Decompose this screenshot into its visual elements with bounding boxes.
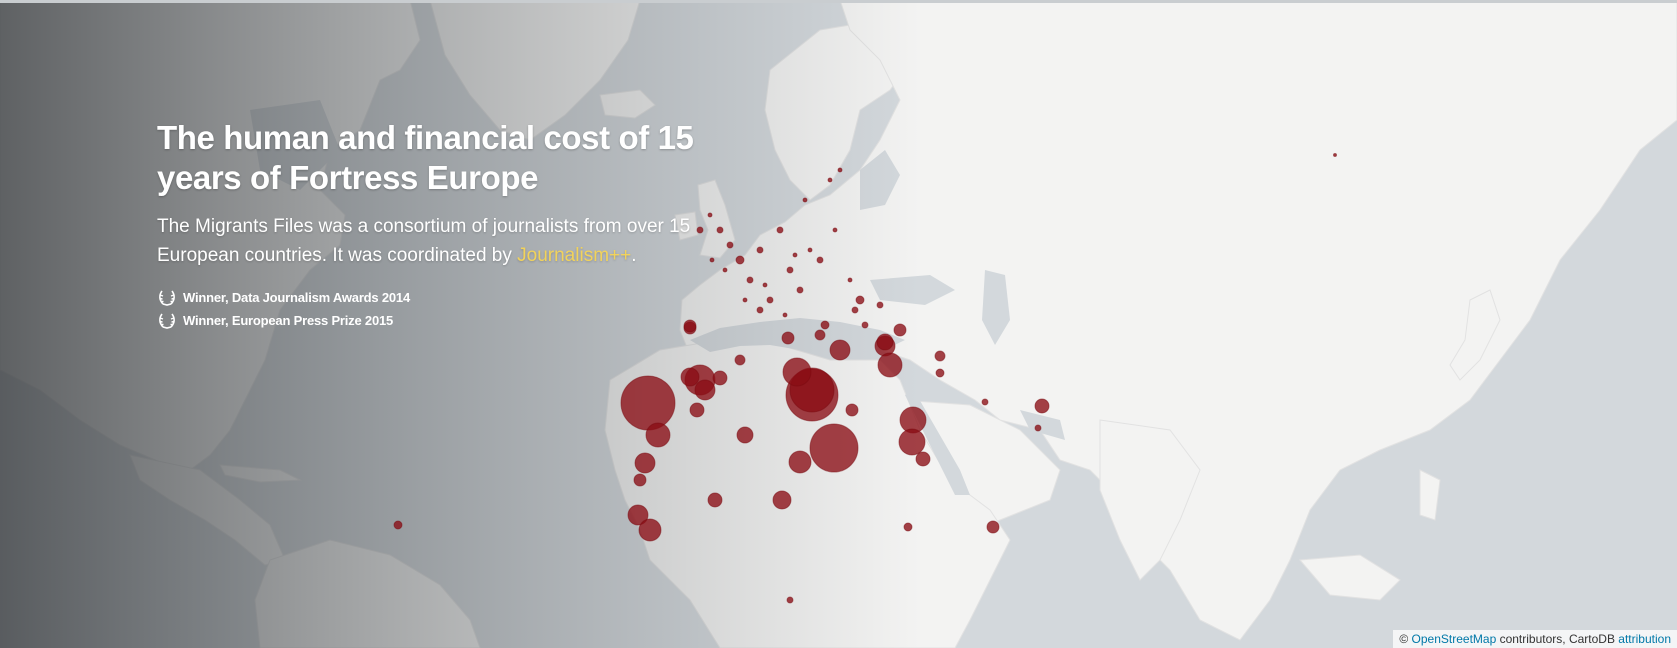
land-india [1099,419,1201,581]
incident-marker [696,226,704,234]
incident-marker [832,227,838,233]
incident-marker [680,367,700,387]
land-sea-islands [1298,554,1401,601]
incident-markers [393,153,1337,604]
attribution-middle: contributors, CartoDB [1496,632,1619,646]
incident-marker [766,296,774,304]
incident-marker [781,331,795,345]
map-attribution: © OpenStreetMap contributors, CartoDB at… [1393,630,1677,648]
incident-marker [694,379,716,401]
incident-marker [683,319,697,333]
laurel-icon [159,313,175,329]
incident-marker [851,306,859,314]
intro-panel: The human and financial cost of 15 years… [157,118,717,332]
incident-marker [786,266,794,274]
incident-marker [1034,424,1042,432]
incident-marker [726,241,734,249]
incident-marker [837,167,843,173]
incident-marker [736,426,754,444]
incident-marker [814,329,826,341]
incident-marker [633,473,647,487]
incident-marker [782,357,812,387]
top-border [0,0,1677,3]
incident-marker [707,492,723,508]
incident-marker [876,333,894,351]
award-item: Winner, Data Journalism Awards 2014 [157,286,717,309]
award-item: Winner, European Press Prize 2015 [157,309,717,332]
incident-marker [986,520,1000,534]
incident-marker [855,295,865,305]
laurel-icon [159,290,175,306]
incident-marker [1333,153,1337,157]
intro-subtitle: The Migrants Files was a consortium of j… [157,212,717,270]
incident-marker [782,312,788,318]
incident-marker [876,301,884,309]
incident-marker [786,596,794,604]
attribution-link[interactable]: attribution [1618,632,1671,646]
incident-marker [788,450,812,474]
incident-marker [776,226,784,234]
incident-marker [735,255,745,265]
sea-persian-gulf [1020,410,1065,440]
incident-marker [772,490,792,510]
incident-marker [829,339,851,361]
incident-marker [756,306,764,314]
incident-marker [709,257,715,263]
incident-marker [934,350,946,362]
incident-marker [1034,398,1050,414]
incident-marker [903,522,913,532]
incident-marker [638,518,662,542]
land-philippines [1419,469,1441,521]
incident-marker [898,428,926,456]
incident-marker [722,267,728,273]
incident-marker [802,197,808,203]
incident-marker [809,423,859,473]
incident-marker [620,375,676,431]
award-label: Winner, European Press Prize 2015 [183,313,394,328]
incident-marker [707,212,713,218]
incident-marker [393,520,403,530]
incident-marker [796,286,804,294]
incident-marker [734,354,746,366]
incident-marker [861,321,869,329]
attribution-prefix: © [1399,632,1412,646]
awards-list: Winner, Data Journalism Awards 2014 Winn… [157,286,717,332]
left-shade-overlay [0,0,920,648]
incident-marker [634,452,656,474]
incident-marker [981,398,989,406]
incident-marker [915,451,931,467]
journalism-plus-plus-link[interactable]: Journalism++ [517,245,632,266]
incident-marker [712,370,728,386]
incident-marker [742,297,748,303]
incident-marker [762,282,768,288]
incident-marker [756,246,764,254]
incident-marker [627,504,649,526]
intro-subtitle-text: The Migrants Files was a consortium of j… [157,216,691,266]
land-japan [1449,289,1501,381]
incident-marker [746,276,754,284]
openstreetmap-link[interactable]: OpenStreetMap [1411,632,1497,646]
page-title: The human and financial cost of 15 years… [157,119,694,196]
incident-marker [792,252,798,258]
incident-marker [645,422,671,448]
incident-marker [827,177,833,183]
incident-marker [877,352,903,378]
incident-marker [893,323,907,337]
intro-subtitle-end: . [631,245,637,266]
incident-marker [847,277,853,283]
incident-marker [689,402,705,418]
incident-marker [716,226,724,234]
incident-marker [820,320,830,330]
incident-marker [816,256,824,264]
incident-marker [845,403,859,417]
sea-caspian [982,270,1010,345]
award-label: Winner, Data Journalism Awards 2014 [183,290,410,305]
incident-marker [807,247,813,253]
incident-marker [935,368,945,378]
